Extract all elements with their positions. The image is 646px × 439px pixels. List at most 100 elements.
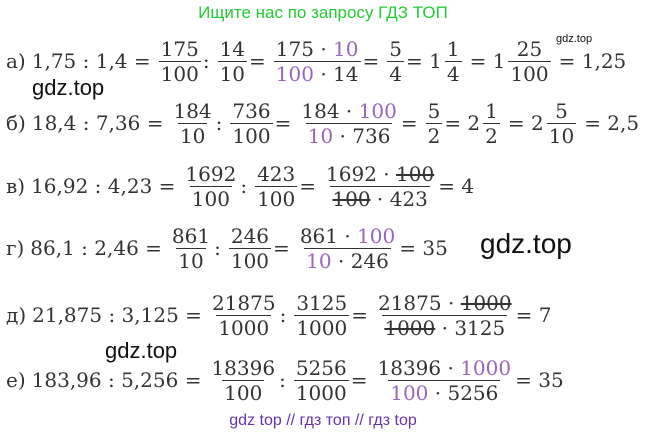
denominator: 10 bbox=[177, 122, 208, 148]
solution-line-a: а) 1,75 : 1,4 = 175 100 : 14 10 = 175 · 10… bbox=[6, 36, 632, 86]
denominator: 100 bbox=[158, 60, 201, 86]
numerator: 184 · 100 bbox=[299, 100, 398, 123]
numerator: 1 bbox=[446, 36, 460, 61]
denominator: 10 bbox=[546, 122, 577, 148]
num-highlight: 1000 bbox=[460, 355, 512, 380]
den-part: · 14 bbox=[313, 61, 359, 86]
equals: = bbox=[350, 368, 368, 392]
fraction: 3125 1000 bbox=[294, 290, 350, 340]
denominator: 100 bbox=[255, 185, 298, 211]
expression: 1,75 : 1,4 = bbox=[31, 49, 151, 73]
numerator: 14 bbox=[219, 36, 246, 61]
expression: 86,1 : 2,46 = bbox=[30, 236, 162, 260]
den-highlight: 10 bbox=[307, 123, 334, 148]
den-part: · 246 bbox=[331, 248, 389, 273]
solution-line-g: г) 86,1 : 2,46 = 861 10 : 246 100 = 861 · … bbox=[6, 223, 454, 273]
watermark: gdz.top bbox=[105, 338, 178, 363]
fraction: 175 100 bbox=[158, 36, 201, 86]
numerator: 175 bbox=[160, 36, 199, 61]
denominator: 2 bbox=[425, 122, 443, 148]
den-part: · 3125 bbox=[435, 315, 506, 340]
denominator: 100 · 14 bbox=[273, 60, 361, 86]
whole-part: = 1 bbox=[469, 49, 506, 73]
num-highlight: 100 bbox=[357, 223, 396, 248]
fraction: 21875 · 1000 1000 · 3125 bbox=[376, 292, 514, 339]
denominator: 100 bbox=[189, 185, 232, 211]
denominator: 10 · 736 bbox=[305, 122, 393, 148]
mixed-number: = 1 25 100 bbox=[470, 38, 553, 85]
numerator: 1692 · 100 bbox=[324, 163, 436, 186]
equals: = bbox=[362, 49, 380, 73]
denominator: 10 bbox=[176, 247, 206, 273]
numerator: 861 bbox=[171, 223, 211, 248]
numerator: 736 bbox=[232, 98, 271, 123]
numerator: 21875 bbox=[211, 290, 276, 315]
search-banner: Ищите нас по запросу ГДЗ ТОП bbox=[198, 3, 448, 22]
footer-watermark: gdz top // гдз топ // гдз top bbox=[229, 412, 417, 429]
numerator: 861 · 100 bbox=[298, 225, 397, 248]
operator: : bbox=[240, 174, 248, 198]
cancelled-factor: 1000 bbox=[460, 290, 512, 315]
cancelled-factor: 1000 bbox=[384, 315, 436, 340]
fraction: 5256 1000 bbox=[293, 355, 349, 405]
item-label: в) bbox=[6, 174, 26, 198]
fraction: 18396 · 1000 100 · 5256 bbox=[376, 357, 514, 404]
watermark: gdz.top bbox=[32, 75, 105, 100]
numerator: 3125 bbox=[296, 290, 348, 315]
num-part: 1692 · bbox=[326, 161, 397, 186]
num-highlight: 100 bbox=[358, 98, 397, 123]
denominator: 4 bbox=[444, 60, 462, 86]
fraction: 861 · 100 10 · 246 bbox=[298, 225, 397, 272]
fraction: 1692 · 100 100 · 423 bbox=[324, 163, 436, 210]
equals: = bbox=[273, 236, 290, 260]
expression: 16,92 : 4,23 = bbox=[31, 174, 176, 198]
item-label: а) bbox=[6, 49, 26, 73]
numerator: 5256 bbox=[295, 355, 347, 380]
result: = 1,25 bbox=[558, 49, 627, 73]
result: = 4 bbox=[438, 174, 475, 198]
denominator: 1000 bbox=[293, 379, 349, 405]
den-highlight: 10 bbox=[306, 248, 332, 273]
whole-part: = 2 bbox=[507, 111, 544, 135]
solution-line-v: в) 16,92 : 4,23 = 1692 100 : 423 100 = 169… bbox=[6, 161, 480, 211]
fraction: 25 100 bbox=[508, 38, 551, 85]
numerator: 184 bbox=[173, 98, 212, 123]
operator: : bbox=[214, 236, 221, 260]
fraction: 1692 100 bbox=[183, 163, 238, 210]
whole-part: = 1 bbox=[406, 49, 442, 73]
numerator: 5 bbox=[389, 36, 403, 61]
denominator: 100 · 423 bbox=[330, 185, 430, 210]
expression: 21,875 : 3,125 = bbox=[32, 303, 202, 327]
fraction: 175 · 10 100 · 14 bbox=[273, 36, 361, 86]
fraction: 423 100 bbox=[255, 163, 298, 211]
den-part: · 736 bbox=[333, 123, 391, 148]
denominator: 100 bbox=[230, 122, 273, 148]
denominator: 10 · 246 bbox=[304, 247, 391, 273]
solution-line-b: б) 18,4 : 7,36 = 184 10 : 736 100 = 184 · … bbox=[6, 98, 645, 148]
fraction: 21875 1000 bbox=[210, 292, 278, 339]
operator: : bbox=[279, 303, 287, 327]
item-label: б) bbox=[6, 111, 26, 135]
denominator: 1000 · 3125 bbox=[382, 314, 508, 340]
denominator: 2 bbox=[483, 122, 500, 148]
whole-part: = 2 bbox=[444, 111, 481, 135]
result: = 7 bbox=[515, 303, 552, 327]
watermark-small: gdz.top bbox=[556, 33, 593, 45]
cancelled-factor: 100 bbox=[396, 161, 435, 186]
denominator: 1000 bbox=[294, 314, 350, 340]
numerator: 1 bbox=[485, 98, 498, 123]
item-label: д) bbox=[6, 303, 27, 327]
num-highlight: 10 bbox=[333, 36, 359, 61]
denominator: 100 · 5256 bbox=[388, 379, 501, 404]
denominator: 1000 bbox=[216, 314, 272, 340]
solution-line-d: д) 21,875 : 3,125 = 21875 1000 : 3125 1000… bbox=[6, 290, 557, 340]
equals: = bbox=[400, 111, 418, 135]
numerator: 5 bbox=[555, 98, 568, 123]
num-part: 184 · bbox=[301, 98, 359, 123]
expression: 18,4 : 7,36 = bbox=[31, 111, 164, 135]
